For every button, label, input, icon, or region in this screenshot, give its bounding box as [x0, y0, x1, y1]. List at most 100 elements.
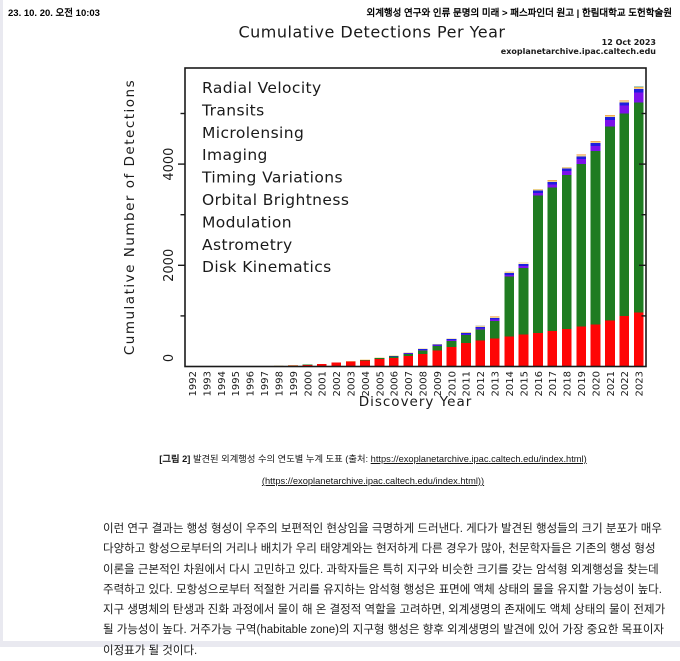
x-tick-label: 2003: [347, 371, 358, 396]
x-tick-label: 2020: [591, 371, 602, 396]
y-axis-label: Cumulative Number of Detections: [122, 79, 138, 355]
bar-segment-2014: [504, 272, 514, 273]
bar-segment-2021: [605, 127, 615, 321]
x-tick-label: 2001: [318, 371, 329, 396]
bar-segment-2009: [432, 344, 442, 345]
bar-segment-2019: [576, 159, 586, 164]
bar-segment-2021: [605, 115, 615, 117]
bar-segment-2012: [475, 327, 485, 329]
source-link-2[interactable]: (https://exoplanetarchive.ipac.caltech.e…: [262, 476, 484, 486]
bar-segment-2023: [634, 87, 644, 89]
bar-segment-2015: [519, 335, 529, 367]
bar-segment-2008: [418, 350, 428, 351]
bar-segment-2007: [403, 354, 413, 356]
bar-segment-2023: [634, 312, 644, 366]
bar-segment-2016: [533, 189, 543, 190]
chart-source: exoplanetarchive.ipac.caltech.edu: [501, 47, 657, 56]
bar-segment-2022: [620, 101, 630, 103]
bar-segment-2011: [461, 343, 471, 367]
bar-segment-2017: [548, 182, 558, 184]
bar-segment-2011: [461, 332, 471, 333]
page-root: { "page": { "header_left": "23. 10. 20. …: [0, 0, 680, 647]
body-line: 다양하고 항성으로부터의 거리나 배치가 우리 태양계와는 현저하게 다른 경우…: [103, 539, 648, 559]
bar-segment-2019: [576, 156, 586, 159]
x-tick-label: 1999: [289, 371, 300, 396]
bar-segment-2017: [548, 331, 558, 366]
x-tick-label: 2009: [433, 371, 444, 396]
x-tick-label: 2008: [419, 371, 430, 396]
x-tick-label: 1992: [188, 371, 199, 396]
x-tick-label: 1994: [217, 371, 228, 396]
chart-date: 12 Oct 2023: [602, 38, 656, 47]
source-link[interactable]: https://exoplanetarchive.ipac.caltech.ed…: [371, 454, 587, 464]
bar-segment-2017: [548, 180, 558, 181]
bar-segment-2012: [475, 341, 485, 367]
bar-segment-2022: [620, 316, 630, 367]
bar-segment-2013: [490, 339, 500, 367]
bar-segment-2021: [605, 120, 615, 127]
bar-segment-2018: [562, 167, 572, 168]
x-tick-label: 2019: [577, 371, 588, 396]
bar-segment-2023: [634, 103, 644, 313]
x-tick-label: 2021: [606, 371, 617, 396]
x-tick-label: 1997: [260, 371, 271, 396]
bar-segment-2009: [432, 346, 442, 350]
bar-segment-2009: [432, 345, 442, 346]
bar-segment-2022: [620, 103, 630, 106]
bar-segment-2022: [620, 106, 630, 114]
bar-segment-2007: [403, 353, 413, 354]
body-line: 이정표가 될 것이다.: [103, 641, 648, 661]
x-tick-label: 1998: [274, 371, 285, 396]
x-tick-label: 2023: [635, 371, 646, 396]
bar-segment-2013: [490, 318, 500, 320]
x-tick-label: 2000: [303, 371, 314, 396]
body-line: 주력하고 있다. 모항성으로부터 적절한 거리를 유지하는 암석형 행성은 표면…: [103, 580, 648, 600]
x-tick-label: 1996: [246, 371, 257, 396]
bar-segment-2019: [576, 155, 586, 156]
bar-segment-2009: [432, 350, 442, 366]
x-tick-label: 2004: [361, 371, 372, 396]
bar-segment-2008: [418, 354, 428, 367]
x-tick-label: 2011: [462, 371, 473, 396]
x-tick-label: 2014: [505, 371, 516, 396]
x-tick-label: 2013: [491, 371, 502, 396]
body-line: 될 가능성이 높다. 거주가능 구역(habitable zone)의 지구형 …: [103, 620, 648, 640]
body-paragraph: 이런 연구 결과는 행성 형성이 우주의 보편적인 현상임을 극명하게 드러낸다…: [103, 519, 648, 661]
bar-segment-2008: [418, 349, 428, 350]
bar-segment-2020: [591, 151, 601, 324]
x-tick-label: 2012: [476, 371, 487, 396]
bar-segment-2007: [403, 356, 413, 366]
body-line: 이런 연구 결과는 행성 형성이 우주의 보편적인 현상임을 극명하게 드러낸다…: [103, 519, 648, 539]
bar-segment-2023: [634, 89, 644, 92]
bar-segment-2006: [389, 358, 399, 367]
bar-segment-2014: [504, 273, 514, 275]
bar-segment-2012: [475, 330, 485, 341]
body-line: 지구 생명체의 탄생과 진화 과정에서 물이 해 온 결정적 역할을 고려하면,…: [103, 600, 648, 620]
bar-segment-2023: [634, 92, 644, 102]
bar-segment-2010: [447, 338, 457, 339]
bar-segment-2016: [533, 333, 543, 367]
legend-item: Radial Velocity: [202, 79, 322, 97]
x-tick-label: 2007: [404, 371, 415, 396]
bar-segment-2020: [591, 143, 601, 146]
bar-segment-2016: [533, 190, 543, 192]
bar-segment-2018: [562, 168, 572, 171]
x-tick-label: 2016: [534, 371, 545, 396]
y-tick-label: 2000: [162, 249, 177, 282]
chart-title: Cumulative Detections Per Year: [238, 23, 505, 42]
legend-item: Imaging: [202, 146, 268, 164]
bar-segment-2014: [504, 275, 514, 277]
figure-caption-line2: (https://exoplanetarchive.ipac.caltech.e…: [66, 470, 680, 492]
bar-segment-2004: [360, 361, 370, 367]
legend-item: Astrometry: [202, 236, 293, 254]
bar-segment-2010: [447, 341, 457, 347]
x-tick-label: 2010: [447, 371, 458, 396]
bar-segment-2014: [504, 337, 514, 367]
bar-segment-2006: [389, 357, 399, 358]
x-tick-label: 1995: [231, 371, 242, 396]
x-tick-label: 2018: [563, 371, 574, 396]
bar-segment-2018: [562, 175, 572, 329]
bar-segment-2021: [605, 321, 615, 367]
bar-segment-2022: [620, 114, 630, 316]
legend-item: Orbital Brightness: [202, 191, 349, 209]
